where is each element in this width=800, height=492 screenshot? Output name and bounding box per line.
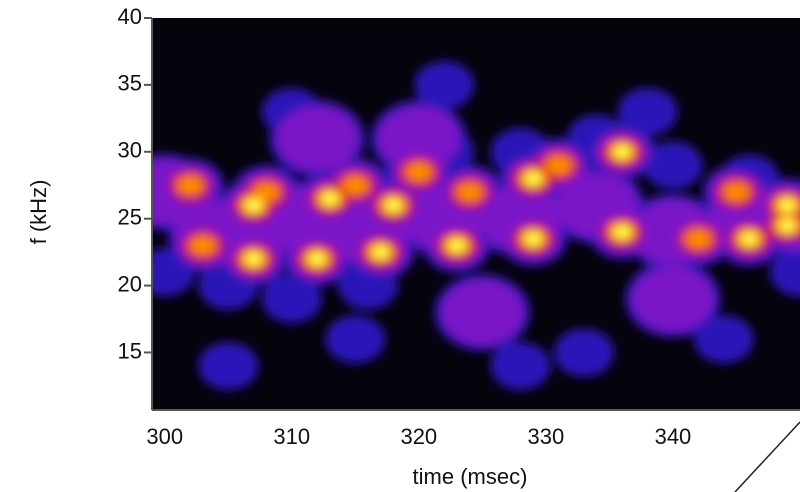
y-tick-label: 35 (118, 71, 142, 96)
intensity-blob (189, 236, 216, 255)
spectrogram (152, 60, 800, 390)
decorative-line (734, 421, 800, 492)
x-tick-label: 330 (528, 424, 565, 449)
intensity-blob (456, 182, 483, 202)
intensity-blob (770, 248, 800, 297)
intensity-blob (613, 144, 632, 159)
y-axis-label: f (kHz) (26, 180, 51, 245)
intensity-blob (490, 341, 551, 390)
intensity-blob (617, 87, 678, 136)
intensity-blob (613, 225, 632, 240)
intensity-blob (545, 155, 572, 175)
intensity-blob (524, 171, 543, 186)
intensity-blob (384, 198, 403, 213)
intensity-blob (405, 162, 432, 182)
x-axis-label: time (msec) (413, 464, 528, 489)
intensity-blob (308, 251, 327, 266)
intensity-blob (244, 251, 263, 266)
intensity-blob (778, 218, 797, 233)
intensity-blob (723, 182, 750, 202)
intensity-blob (441, 279, 524, 345)
intensity-blob (524, 231, 543, 246)
intensity-blob (198, 341, 259, 390)
intensity-blob (342, 176, 369, 195)
y-tick-label: 15 (118, 338, 142, 363)
intensity-blob (778, 198, 797, 213)
intensity-blob (685, 229, 712, 248)
intensity-blob (554, 328, 614, 377)
intensity-blob (377, 106, 460, 171)
intensity-blob (177, 176, 204, 195)
y-tick-label: 40 (118, 4, 142, 29)
intensity-blob (642, 141, 703, 190)
intensity-blob (253, 182, 280, 202)
intensity-blob (631, 266, 714, 332)
y-tick-label: 25 (118, 204, 142, 229)
intensity-blob (447, 238, 466, 253)
intensity-blob (261, 274, 322, 323)
intensity-blob (244, 198, 263, 213)
x-tick-label: 320 (400, 424, 437, 449)
intensity-blob (740, 231, 759, 246)
intensity-blob (320, 191, 339, 206)
intensity-blob (414, 60, 475, 109)
y-tick-label: 20 (118, 271, 142, 296)
x-tick-label: 300 (146, 424, 183, 449)
intensity-blob (371, 245, 390, 260)
intensity-blob (325, 315, 386, 364)
x-tick-label: 310 (273, 424, 310, 449)
intensity-blob (276, 106, 359, 171)
x-tick-label: 340 (655, 424, 692, 449)
intensity-blob (693, 315, 754, 364)
y-tick-label: 30 (118, 138, 142, 163)
